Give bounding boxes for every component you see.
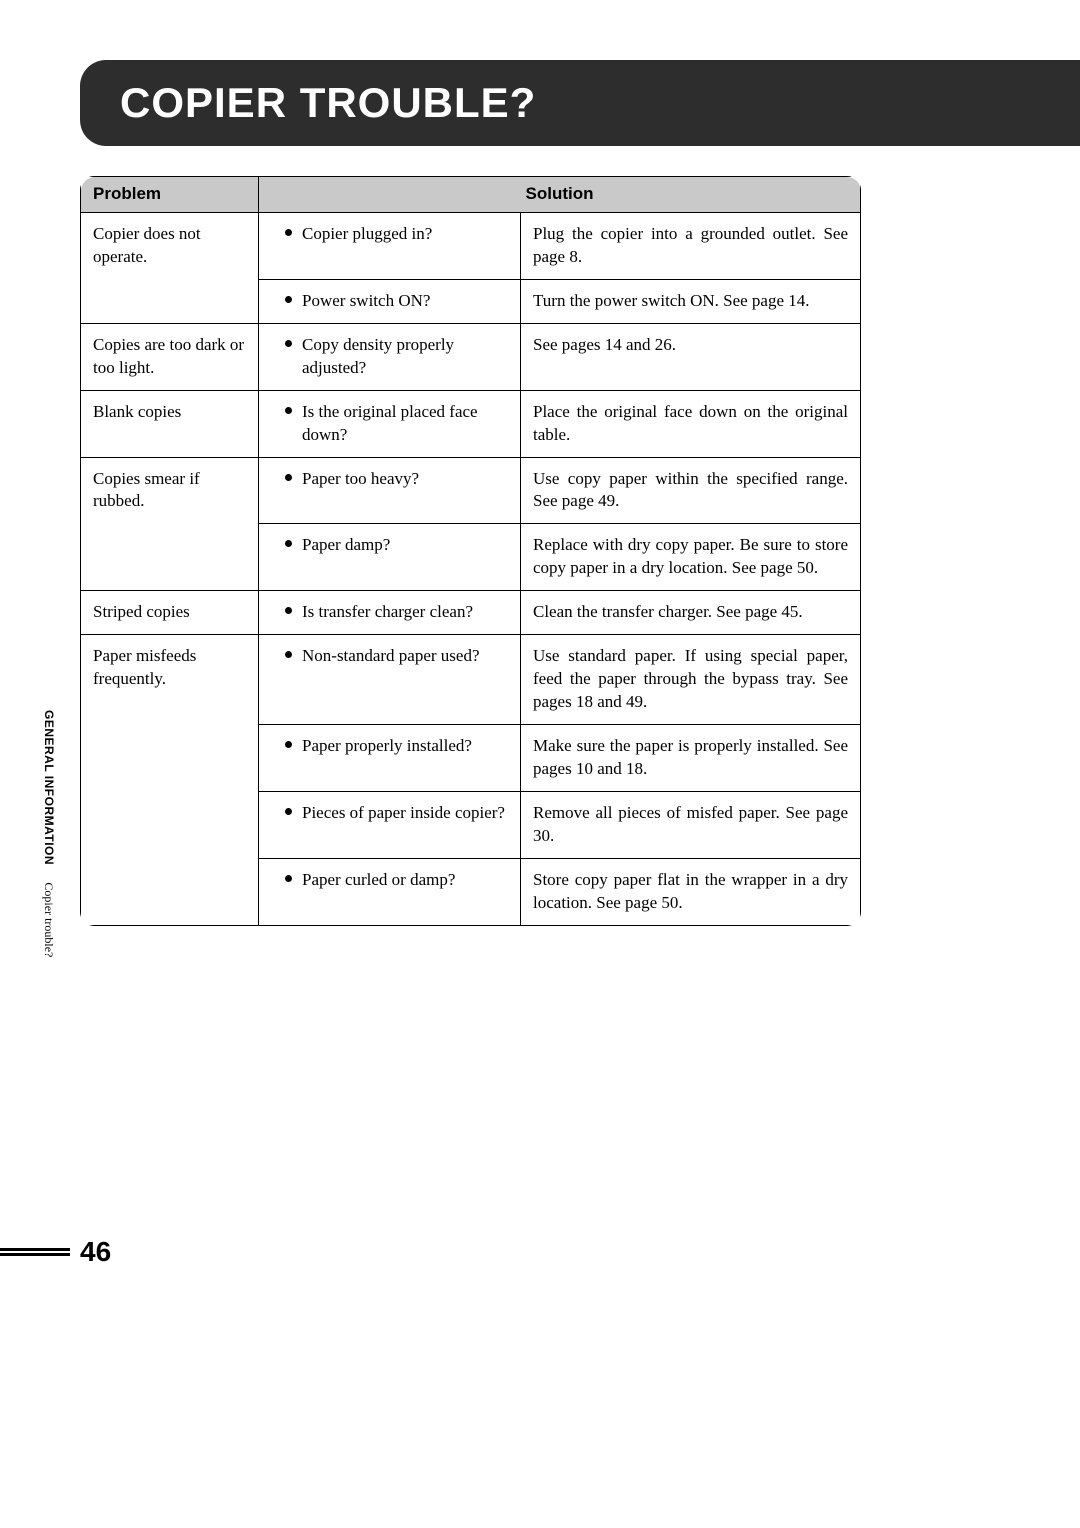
- troubleshoot-table-wrap: Problem Solution Copier does not operate…: [80, 176, 860, 926]
- bullet-icon: [285, 808, 292, 815]
- side-section: GENERAL INFORMATION: [42, 710, 56, 865]
- bullet-icon: [285, 407, 292, 414]
- page-number: 46: [80, 1236, 111, 1268]
- question-cell: Paper properly installed?: [259, 725, 521, 792]
- question-text: Is the original placed face down?: [302, 401, 508, 447]
- question-text: Paper too heavy?: [302, 468, 419, 491]
- answer-cell: Use copy paper within the specified rang…: [521, 457, 861, 524]
- table-row: Copier does not operate.Copier plugged i…: [81, 212, 861, 279]
- problem-cell: Striped copies: [81, 591, 259, 635]
- question-text: Non-standard paper used?: [302, 645, 480, 668]
- question-cell: Power switch ON?: [259, 279, 521, 323]
- bullet-icon: [285, 540, 292, 547]
- problem-cell: Copies are too dark or too light.: [81, 323, 259, 390]
- question-text: Paper curled or damp?: [302, 869, 455, 892]
- question-cell: Pieces of paper inside copier?: [259, 791, 521, 858]
- question-text: Pieces of paper inside copier?: [302, 802, 505, 825]
- answer-cell: See pages 14 and 26.: [521, 323, 861, 390]
- table-row: Copies are too dark or too light. Copy de…: [81, 323, 861, 390]
- answer-cell: Clean the transfer charger. See page 45.: [521, 591, 861, 635]
- bullet-icon: [285, 340, 292, 347]
- question-cell: Paper damp?: [259, 524, 521, 591]
- answer-cell: Plug the copier into a grounded outlet. …: [521, 212, 861, 279]
- header-problem: Problem: [81, 177, 259, 213]
- question-text: Is transfer charger clean?: [302, 601, 473, 624]
- table-row: Paper misfeeds frequently.Non-standard p…: [81, 635, 861, 725]
- answer-cell: Replace with dry copy paper. Be sure to …: [521, 524, 861, 591]
- question-text: Paper damp?: [302, 534, 390, 557]
- answer-cell: Turn the power switch ON. See page 14.: [521, 279, 861, 323]
- bullet-icon: [285, 296, 292, 303]
- question-cell: Is transfer charger clean?: [259, 591, 521, 635]
- table-row: Copies smear if rubbed.Paper too heavy?U…: [81, 457, 861, 524]
- side-sub: Copier trouble?: [42, 882, 56, 957]
- question-text: Copier plugged in?: [302, 223, 432, 246]
- question-cell: Copier plugged in?: [259, 212, 521, 279]
- bullet-icon: [285, 474, 292, 481]
- question-text: Paper properly installed?: [302, 735, 472, 758]
- side-section-label: GENERAL INFORMATION Copier trouble?: [44, 710, 64, 1030]
- bullet-icon: [285, 229, 292, 236]
- question-cell: Is the original placed face down?: [259, 390, 521, 457]
- question-text: Power switch ON?: [302, 290, 430, 313]
- answer-cell: Make sure the paper is properly installe…: [521, 725, 861, 792]
- troubleshoot-table: Problem Solution Copier does not operate…: [80, 176, 861, 926]
- page: COPIER TROUBLE? Problem Solution Copier …: [0, 0, 1080, 1528]
- page-title: COPIER TROUBLE?: [120, 79, 536, 127]
- problem-cell: Copies smear if rubbed.: [81, 457, 259, 591]
- problem-cell: Copier does not operate.: [81, 212, 259, 323]
- bullet-icon: [285, 651, 292, 658]
- question-text: Copy density properly adjusted?: [302, 334, 508, 380]
- page-number-rule: [0, 1248, 70, 1256]
- table-row: Blank copies Is the original placed face …: [81, 390, 861, 457]
- problem-cell: Blank copies: [81, 390, 259, 457]
- bullet-icon: [285, 741, 292, 748]
- bullet-icon: [285, 607, 292, 614]
- header-solution: Solution: [259, 177, 861, 213]
- question-cell: Paper curled or damp?: [259, 858, 521, 925]
- question-cell: Copy density properly adjusted?: [259, 323, 521, 390]
- answer-cell: Remove all pieces of misfed paper. See p…: [521, 791, 861, 858]
- answer-cell: Place the original face down on the orig…: [521, 390, 861, 457]
- table-row: Striped copies Is transfer charger clean?…: [81, 591, 861, 635]
- bullet-icon: [285, 875, 292, 882]
- answer-cell: Store copy paper flat in the wrapper in …: [521, 858, 861, 925]
- question-cell: Non-standard paper used?: [259, 635, 521, 725]
- title-bar: COPIER TROUBLE?: [80, 60, 1080, 146]
- answer-cell: Use standard paper. If using special pap…: [521, 635, 861, 725]
- table-header-row: Problem Solution: [81, 177, 861, 213]
- table-body: Copier does not operate. Copier plugged i…: [81, 212, 861, 925]
- question-cell: Paper too heavy?: [259, 457, 521, 524]
- problem-cell: Paper misfeeds frequently.: [81, 635, 259, 925]
